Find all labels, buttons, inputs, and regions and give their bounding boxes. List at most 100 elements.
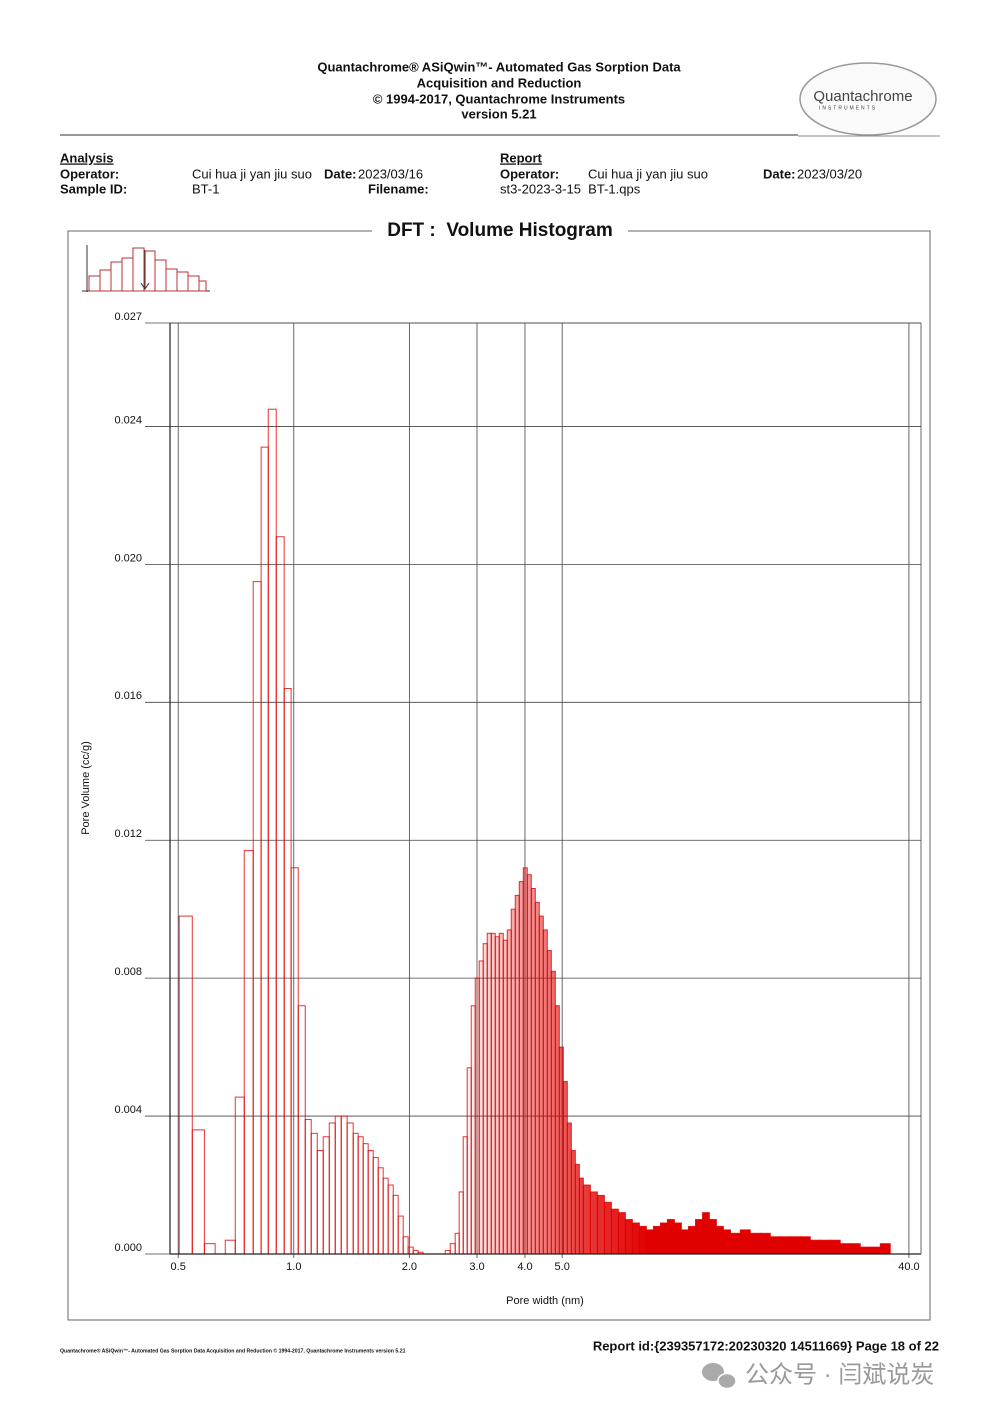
bar bbox=[402, 1236, 409, 1255]
bar bbox=[589, 1191, 598, 1255]
bar bbox=[498, 932, 504, 1255]
bar bbox=[310, 1132, 318, 1255]
bar bbox=[739, 1229, 751, 1255]
bar bbox=[849, 1243, 861, 1255]
bar bbox=[514, 894, 520, 1255]
bar bbox=[550, 970, 556, 1255]
header-line: version 5.21 bbox=[461, 106, 536, 121]
bar bbox=[779, 1236, 791, 1255]
bar bbox=[252, 581, 262, 1255]
bar bbox=[578, 1177, 584, 1255]
wechat-icon bbox=[702, 1363, 737, 1390]
bar bbox=[522, 867, 528, 1255]
watermark: 公众号 · 闫斌说炭 bbox=[745, 1361, 934, 1388]
bar bbox=[454, 1232, 460, 1255]
bar bbox=[603, 1201, 612, 1255]
y-tick-label: 0.016 bbox=[114, 690, 142, 702]
bar bbox=[819, 1239, 831, 1255]
bar bbox=[730, 1232, 741, 1255]
y-tick-label: 0.027 bbox=[114, 311, 142, 323]
bar bbox=[243, 850, 254, 1255]
bar bbox=[566, 1122, 572, 1255]
bar bbox=[478, 960, 484, 1255]
bar bbox=[526, 874, 532, 1255]
bar bbox=[470, 1005, 476, 1255]
y-axis-label: Pore Volume (cc/g) bbox=[80, 741, 92, 835]
bar bbox=[518, 881, 524, 1255]
bar bbox=[506, 929, 512, 1255]
bar bbox=[382, 1177, 389, 1255]
bar bbox=[869, 1246, 881, 1255]
value: BT-1 bbox=[192, 181, 219, 196]
bar bbox=[458, 1191, 464, 1255]
bar bbox=[328, 1122, 336, 1255]
bar bbox=[486, 932, 492, 1255]
bar bbox=[722, 1229, 732, 1255]
bar bbox=[234, 1096, 245, 1255]
bar bbox=[534, 901, 540, 1255]
bar bbox=[392, 1194, 399, 1255]
bar bbox=[554, 1005, 560, 1255]
bar bbox=[652, 1225, 661, 1255]
bar bbox=[407, 1246, 414, 1255]
bar bbox=[316, 1150, 324, 1255]
bar bbox=[558, 1046, 564, 1255]
bar bbox=[673, 1222, 682, 1255]
bar bbox=[680, 1229, 689, 1255]
bar bbox=[367, 1150, 374, 1255]
bar bbox=[666, 1219, 675, 1255]
bar bbox=[397, 1215, 404, 1255]
bar bbox=[203, 1243, 216, 1255]
x-tick-label: 3.0 bbox=[469, 1261, 484, 1273]
bar bbox=[570, 1150, 576, 1255]
bar bbox=[466, 1067, 472, 1255]
logo-name: Quantachrome bbox=[813, 88, 912, 105]
bar bbox=[538, 915, 544, 1255]
bar bbox=[502, 939, 508, 1255]
value: st3-2023-3-15 BT-1.qps bbox=[500, 181, 641, 196]
x-tick-label: 40.0 bbox=[898, 1261, 919, 1273]
bar bbox=[659, 1222, 668, 1255]
y-tick-label: 0.024 bbox=[114, 414, 142, 426]
y-tick-label: 0.004 bbox=[114, 1104, 142, 1116]
bar bbox=[275, 536, 285, 1255]
value: Cui hua ji yan jiu suo bbox=[192, 166, 312, 181]
footer-report-id: Report id:{239357172:20230320 14511669} … bbox=[593, 1338, 939, 1353]
label: Operator: bbox=[500, 166, 559, 181]
bar bbox=[759, 1232, 771, 1255]
bar bbox=[582, 1184, 591, 1255]
bar bbox=[283, 688, 292, 1255]
bar bbox=[789, 1236, 801, 1255]
x-tick-label: 1.0 bbox=[286, 1261, 301, 1273]
bar bbox=[809, 1239, 821, 1255]
bar bbox=[372, 1156, 379, 1255]
bar bbox=[449, 1243, 456, 1255]
x-tick-label: 5.0 bbox=[555, 1261, 570, 1273]
bar bbox=[859, 1246, 871, 1255]
y-tick-label: 0.020 bbox=[114, 552, 142, 564]
bar bbox=[542, 929, 548, 1255]
bar bbox=[346, 1122, 354, 1255]
label: Date: bbox=[763, 166, 796, 181]
report-heading: Report bbox=[500, 150, 543, 165]
header-line: © 1994-2017, Quantachrome Instruments bbox=[373, 91, 625, 106]
bar bbox=[377, 1167, 384, 1255]
histogram-icon bbox=[82, 245, 210, 292]
bar bbox=[839, 1243, 851, 1255]
bar bbox=[879, 1243, 891, 1255]
value: 2023/03/16 bbox=[358, 166, 423, 181]
bar bbox=[510, 908, 516, 1255]
bar bbox=[631, 1222, 640, 1255]
bar bbox=[694, 1219, 704, 1255]
bar bbox=[829, 1239, 841, 1255]
bar bbox=[645, 1229, 654, 1255]
bar bbox=[687, 1225, 696, 1255]
bar bbox=[490, 932, 496, 1255]
bar bbox=[357, 1136, 364, 1255]
bar bbox=[574, 1163, 580, 1255]
y-tick-label: 0.008 bbox=[114, 966, 142, 978]
x-tick-label: 2.0 bbox=[402, 1261, 417, 1273]
bar bbox=[191, 1129, 205, 1255]
bar bbox=[624, 1219, 633, 1255]
